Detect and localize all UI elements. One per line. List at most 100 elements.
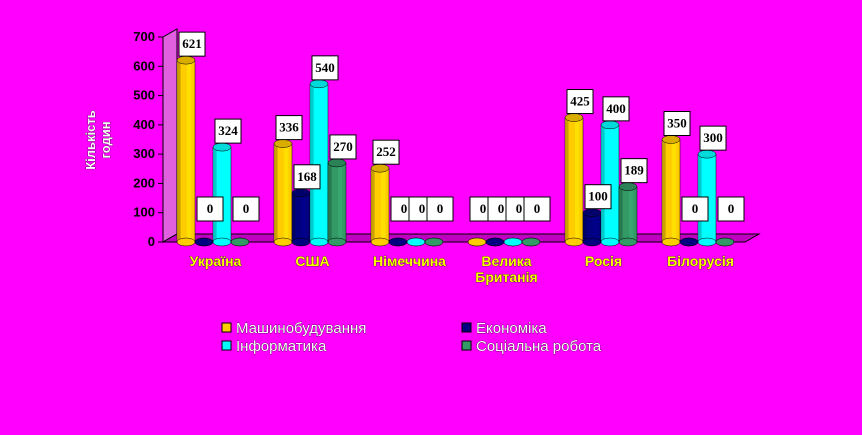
data-label-text: 0 — [243, 201, 250, 216]
chart-side-wall — [162, 28, 178, 243]
data-label-box — [717, 196, 745, 222]
bar — [485, 237, 505, 247]
legend-swatch — [221, 340, 232, 351]
category-label-line: Німеччина — [373, 253, 446, 269]
bar — [521, 237, 541, 247]
data-label-text: 425 — [570, 94, 590, 109]
data-label: 540 — [311, 55, 339, 81]
data-label: 252 — [372, 139, 400, 165]
category-label: Україна — [190, 253, 242, 269]
bar — [212, 142, 232, 247]
bar-top — [291, 188, 311, 198]
data-label-box — [620, 158, 648, 184]
bar-bottom — [485, 237, 505, 247]
y-tick-label: 500 — [133, 88, 155, 103]
bar — [309, 79, 329, 247]
legend-label: Машинобудування — [236, 320, 366, 337]
data-label-box — [329, 134, 357, 160]
category-label: Велика Британія — [475, 253, 537, 285]
bar-bottom — [194, 237, 214, 247]
bar-highlight — [283, 143, 289, 242]
bar-bottom — [564, 237, 584, 247]
bar-bottom — [273, 237, 293, 247]
bar-top — [618, 182, 638, 191]
bar — [679, 237, 699, 247]
y-axis-label-line: Кількість — [83, 110, 98, 170]
bar-top — [327, 158, 347, 168]
bar — [273, 139, 293, 247]
bar-shadow — [274, 143, 278, 242]
bar-top — [697, 149, 717, 159]
data-label-box — [681, 196, 709, 222]
bar-shadow — [662, 139, 666, 242]
data-label-text: 100 — [588, 189, 608, 204]
bar-highlight — [319, 83, 325, 242]
bar — [467, 237, 487, 247]
category-label: Німеччина — [373, 253, 446, 269]
bar-bottom — [406, 237, 426, 247]
data-label-box — [566, 89, 594, 115]
data-label-text: 300 — [703, 130, 723, 145]
bar-bottom — [503, 237, 523, 247]
data-label-box — [232, 196, 260, 222]
data-label: 0 — [196, 196, 224, 222]
data-label-box — [372, 139, 400, 165]
bar-shadow — [371, 168, 375, 242]
category-label-line: Британія — [475, 269, 537, 285]
bar — [618, 182, 638, 247]
bar-bottom — [600, 237, 620, 247]
bar-top — [176, 55, 196, 65]
legend-swatch — [461, 340, 472, 351]
data-label: 0 — [717, 196, 745, 222]
data-label-box — [602, 96, 630, 122]
data-label: 168 — [293, 164, 321, 190]
data-label-box — [275, 115, 303, 141]
bar-shadow — [213, 147, 217, 242]
bar-top — [661, 135, 681, 144]
bar-highlight — [222, 147, 228, 242]
bar-bottom — [309, 237, 329, 247]
category-label: США — [295, 253, 329, 269]
bar — [194, 237, 214, 247]
data-label-box — [196, 196, 224, 222]
legend-item: Економіка — [461, 320, 547, 337]
bar-shadow — [292, 192, 296, 242]
category-label-line: Україна — [190, 253, 242, 269]
data-label: 0 — [232, 196, 260, 222]
data-label: 189 — [620, 158, 648, 184]
data-label-box — [699, 125, 727, 151]
category-label: Білорусія — [667, 253, 734, 269]
bar-bottom — [230, 237, 250, 247]
bar-bottom — [679, 237, 699, 247]
y-tick-label: 600 — [133, 58, 155, 73]
data-label-box — [584, 184, 612, 210]
y-tick-label: 0 — [148, 234, 155, 249]
bar — [661, 135, 681, 247]
bar-bottom — [291, 237, 311, 247]
bar-top — [370, 163, 390, 173]
bar — [388, 237, 408, 247]
bar-bottom — [618, 237, 638, 247]
data-label-text: 0 — [207, 201, 214, 216]
bar — [715, 237, 735, 247]
bar-shadow — [601, 124, 605, 242]
bar-shadow — [328, 162, 332, 242]
bar — [424, 237, 444, 247]
category-label-line: Білорусія — [667, 253, 734, 269]
bar-bottom — [521, 237, 541, 247]
data-label-box — [663, 111, 691, 136]
bar — [230, 237, 250, 247]
bar-bottom — [388, 237, 408, 247]
data-label: 621 — [178, 31, 206, 57]
data-label-box — [293, 164, 321, 190]
category-label: Росія — [585, 253, 622, 269]
bar-highlight — [186, 60, 192, 243]
data-label: 350 — [663, 111, 691, 136]
bar — [176, 55, 196, 247]
bar-highlight — [671, 139, 677, 242]
bar-bottom — [715, 237, 735, 247]
data-label: 324 — [214, 118, 242, 144]
bar-bottom — [424, 237, 444, 247]
data-label-text: 540 — [315, 60, 335, 75]
